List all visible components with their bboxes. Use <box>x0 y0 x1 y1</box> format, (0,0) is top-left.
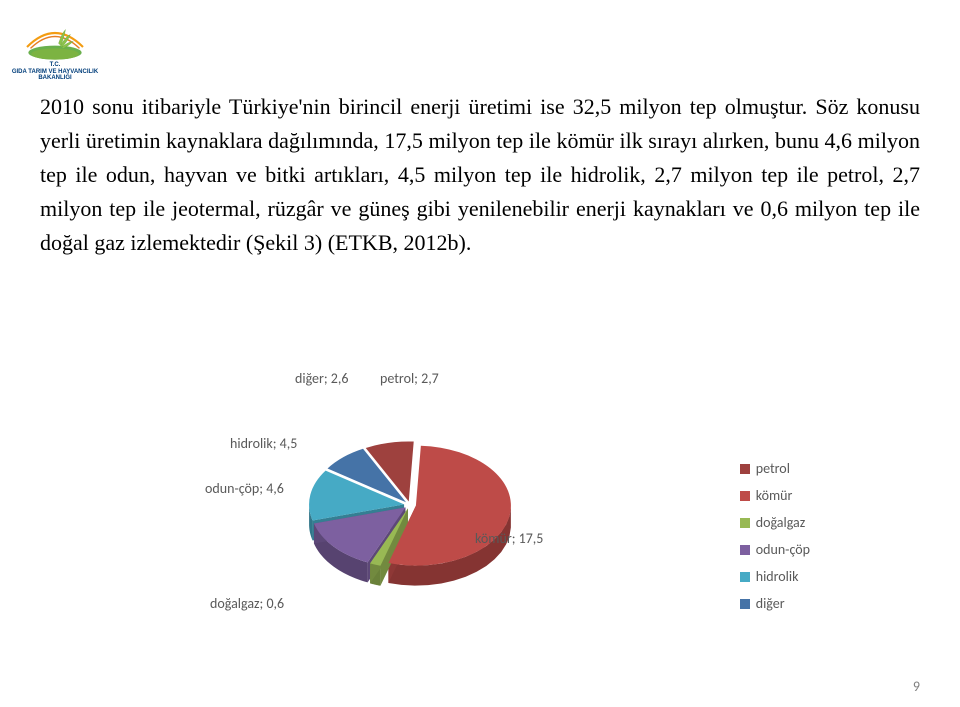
pie-chart-svg <box>280 400 540 620</box>
chart-data-label: diğer; 2,6 <box>295 370 348 387</box>
legend-item: kömür <box>740 487 810 504</box>
legend-swatch <box>740 491 750 501</box>
legend-item: diğer <box>740 595 810 612</box>
logo-line2: GIDA TARIM VE HAYVANCILIK <box>12 69 98 75</box>
legend-swatch <box>740 518 750 528</box>
legend-label: kömür <box>756 487 793 504</box>
chart-data-label: kömür; 17,5 <box>475 530 543 547</box>
legend-swatch <box>740 464 750 474</box>
chart-data-label: petrol; 2,7 <box>380 370 439 387</box>
body-paragraph: 2010 sonu itibariyle Türkiye'nin birinci… <box>40 90 920 260</box>
chart-data-label: hidrolik; 4,5 <box>230 435 297 452</box>
chart-legend: petrol kömür doğalgaz odun-çöp hidrolik diğer <box>740 460 810 622</box>
legend-swatch <box>740 572 750 582</box>
logo-line3: BAKANLIĞI <box>38 75 71 81</box>
legend-item: hidrolik <box>740 568 810 585</box>
legend-label: hidrolik <box>756 568 799 585</box>
legend-swatch <box>740 599 750 609</box>
logo-line1: T.C. <box>50 62 61 68</box>
legend-item: petrol <box>740 460 810 477</box>
ministry-logo-text: T.C. GIDA TARIM VE HAYVANCILIK BAKANLIĞI <box>10 62 100 82</box>
pie-chart: diğer; 2,6 petrol; 2,7 hidrolik; 4,5 odun-ç… <box>130 370 830 650</box>
legend-label: petrol <box>756 460 790 477</box>
legend-label: odun-çöp <box>756 541 810 558</box>
ministry-logo <box>20 10 90 70</box>
legend-item: odun-çöp <box>740 541 810 558</box>
chart-data-label: doğalgaz; 0,6 <box>210 595 284 612</box>
legend-label: doğalgaz <box>756 514 806 531</box>
chart-data-label: odun-çöp; 4,6 <box>205 480 284 497</box>
legend-swatch <box>740 545 750 555</box>
legend-label: diğer <box>756 595 785 612</box>
legend-item: doğalgaz <box>740 514 810 531</box>
page-number: 9 <box>913 678 920 695</box>
